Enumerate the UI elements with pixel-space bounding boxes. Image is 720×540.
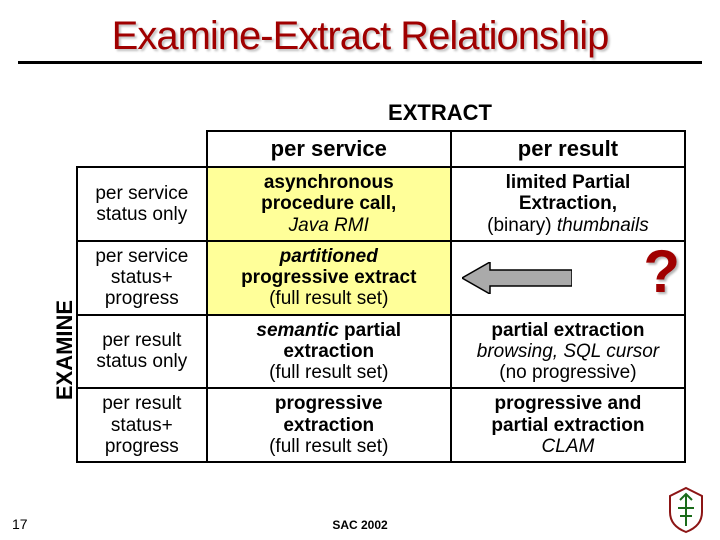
stanford-logo-icon <box>666 486 706 534</box>
table-row: per servicestatus+progress partitioned p… <box>77 241 685 315</box>
rows-axis-label: EXAMINE <box>52 250 78 450</box>
col-header-2: per result <box>451 131 685 167</box>
cell-r4c1: progressive extraction (full result set) <box>207 388 451 462</box>
cell-r2c2: ? <box>451 241 685 315</box>
slide: Examine-Extract Relationship EXTRACT EXA… <box>0 0 720 540</box>
row-label: per resultstatus+progress <box>102 393 181 457</box>
question-mark: ? <box>643 238 680 305</box>
row-label: per servicestatus+progress <box>95 246 188 310</box>
corner-empty <box>77 131 207 167</box>
slide-title: Examine-Extract Relationship <box>0 0 720 61</box>
title-divider <box>18 61 702 64</box>
cell-r2c1: partitioned progressive extract (full re… <box>207 241 451 315</box>
cell-r3c2: partial extraction browsing, SQL cursor … <box>451 315 685 389</box>
cell-r1c1: asynchronous procedure call, Java RMI <box>207 167 451 241</box>
col-header-1: per service <box>207 131 451 167</box>
row-label: per resultstatus only <box>96 330 187 372</box>
footer-text: SAC 2002 <box>0 518 720 532</box>
header-row: per service per result <box>77 131 685 167</box>
cell-r4c2: progressive and partial extraction CLAM <box>451 388 685 462</box>
cell-r1c2: limited Partial Extraction, (binary) thu… <box>451 167 685 241</box>
table-row: per resultstatus only semantic partial e… <box>77 315 685 389</box>
cell-r3c1: semantic partial extraction (full result… <box>207 315 451 389</box>
cols-axis-label: EXTRACT <box>190 100 690 126</box>
content-area: EXTRACT EXAMINE per service per result p… <box>50 100 690 463</box>
table-row: per servicestatus only asynchronous proc… <box>77 167 685 241</box>
row-label: per servicestatus only <box>95 183 188 225</box>
arrow-icon <box>462 262 572 294</box>
matrix-table: per service per result per servicestatus… <box>76 130 686 463</box>
table-row: per resultstatus+progress progressive ex… <box>77 388 685 462</box>
